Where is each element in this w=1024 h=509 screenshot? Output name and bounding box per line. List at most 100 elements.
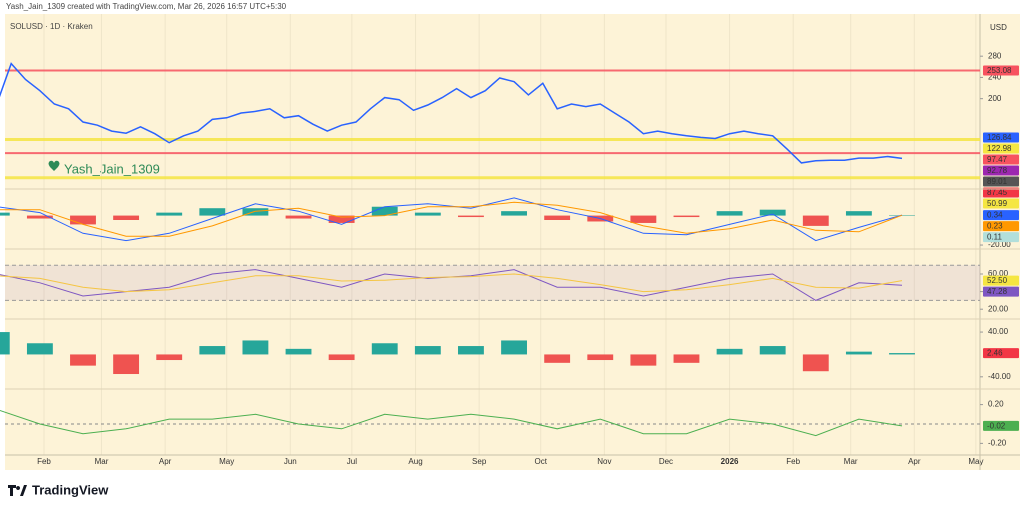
price-badge-label: 2.46 bbox=[987, 349, 1003, 358]
y-tick-label: 200 bbox=[988, 94, 1002, 103]
price-badge bbox=[983, 210, 1019, 221]
x-tick-label: Oct bbox=[535, 457, 548, 466]
histogram-bar bbox=[501, 340, 527, 355]
attribution: Yash_Jain_1309 created with TradingView.… bbox=[6, 2, 287, 11]
y-tick-label: -20.00 bbox=[988, 240, 1011, 249]
histogram-bar bbox=[630, 354, 657, 366]
histogram-bar bbox=[371, 343, 398, 355]
histogram-bar bbox=[716, 211, 743, 216]
y-tick-label: 240 bbox=[988, 73, 1002, 82]
histogram-bar bbox=[285, 348, 312, 355]
x-tick-label: Jul bbox=[347, 457, 357, 466]
x-tick-label: Feb bbox=[37, 457, 51, 466]
indicator-line bbox=[0, 273, 903, 293]
price-badge bbox=[983, 176, 1019, 187]
price-badge-label: 122.98 bbox=[987, 144, 1012, 153]
histogram-bar bbox=[328, 215, 355, 223]
histogram-bar bbox=[26, 215, 53, 219]
price-badge-label: 47.28 bbox=[987, 287, 1008, 296]
x-tick-label: Apr bbox=[908, 457, 921, 466]
watermark: Yash_Jain_1309 bbox=[64, 161, 160, 176]
price-badge-label: 0.11 bbox=[987, 233, 1003, 242]
brand-logo: TradingView bbox=[8, 482, 109, 497]
x-tick-label: Apr bbox=[159, 457, 172, 466]
histogram-bar bbox=[199, 208, 226, 216]
chart-background bbox=[5, 14, 1020, 470]
histogram-bar bbox=[759, 209, 786, 216]
price-badge bbox=[983, 286, 1019, 297]
x-tick-label: Nov bbox=[597, 457, 611, 466]
histogram-bar bbox=[285, 215, 312, 219]
indicator-line bbox=[0, 201, 903, 237]
price-badge-label: 52.50 bbox=[987, 276, 1008, 285]
histogram-bar bbox=[70, 354, 96, 366]
histogram-bar bbox=[845, 211, 872, 216]
histogram-bar bbox=[544, 354, 571, 363]
price-badge bbox=[983, 198, 1019, 209]
x-tick-label: Mar bbox=[844, 457, 858, 466]
price-badge bbox=[983, 143, 1019, 154]
histogram-bar bbox=[501, 211, 527, 216]
histogram-bar bbox=[328, 354, 355, 361]
price-badge-label: 126.84 bbox=[987, 133, 1012, 142]
histogram-bar bbox=[0, 332, 10, 355]
y-tick-label: 280 bbox=[988, 51, 1002, 60]
x-tick-label: Aug bbox=[408, 457, 422, 466]
histogram-bar bbox=[716, 348, 743, 355]
histogram-bar bbox=[242, 208, 269, 216]
histogram-bar bbox=[544, 215, 571, 220]
histogram-bar bbox=[630, 215, 657, 223]
histogram-bar bbox=[845, 351, 872, 355]
x-tick-label: May bbox=[968, 457, 983, 466]
histogram-bar bbox=[458, 346, 484, 355]
price-badge-label: 0.23 bbox=[987, 222, 1003, 231]
price-badge bbox=[983, 165, 1019, 176]
histogram-bar bbox=[414, 346, 441, 355]
price-badge-label: 50.99 bbox=[987, 199, 1008, 208]
histogram-bar bbox=[889, 353, 915, 355]
y-tick-label: 0.20 bbox=[988, 400, 1004, 409]
price-badge bbox=[983, 221, 1019, 232]
histogram-bar bbox=[0, 212, 10, 216]
histogram-bar bbox=[673, 354, 700, 363]
price-badge bbox=[983, 132, 1019, 143]
histogram-bar bbox=[414, 212, 441, 216]
logo-mark bbox=[8, 485, 27, 496]
histogram-bar bbox=[70, 215, 96, 225]
histogram-bar bbox=[113, 354, 140, 375]
price-line bbox=[0, 62, 903, 164]
indicator-line bbox=[0, 197, 903, 242]
histogram-bar bbox=[242, 340, 269, 355]
histogram-bar bbox=[113, 215, 140, 220]
price-badge bbox=[983, 154, 1019, 165]
price-badge bbox=[983, 232, 1019, 243]
x-tick-label: Dec bbox=[659, 457, 673, 466]
histogram-bar bbox=[26, 343, 53, 355]
price-badge-label: 89.01 bbox=[987, 177, 1008, 186]
symbol: SOLUSD · 1D · Kraken bbox=[10, 22, 93, 31]
price-badge bbox=[983, 65, 1019, 76]
x-tick-label: Jun bbox=[284, 457, 297, 466]
histogram-bar bbox=[759, 346, 786, 355]
x-tick-label: 2026 bbox=[721, 457, 739, 466]
histogram-bar bbox=[587, 354, 614, 361]
histogram-bar bbox=[199, 346, 226, 355]
histogram-bar bbox=[156, 354, 183, 361]
y-tick-label: -40.00 bbox=[988, 372, 1011, 381]
price-badge-label: 0.34 bbox=[987, 211, 1003, 220]
price-badge bbox=[983, 275, 1019, 286]
price-badge-label: 253.08 bbox=[987, 66, 1012, 75]
y-tick-label: 40.00 bbox=[988, 327, 1009, 336]
brand-name: TradingView bbox=[32, 482, 109, 497]
price-badge-label: -0.02 bbox=[987, 422, 1006, 431]
price-badge bbox=[983, 420, 1019, 431]
x-tick-label: May bbox=[219, 457, 234, 466]
price-badge bbox=[983, 348, 1019, 359]
y-tick-label: -0.20 bbox=[988, 438, 1007, 447]
price-badge-label: 87.45 bbox=[987, 188, 1008, 197]
price-badge-label: 97.47 bbox=[987, 155, 1008, 164]
x-tick-label: Mar bbox=[95, 457, 109, 466]
price-badge-label: 92.78 bbox=[987, 166, 1008, 175]
price-badge bbox=[983, 187, 1019, 198]
